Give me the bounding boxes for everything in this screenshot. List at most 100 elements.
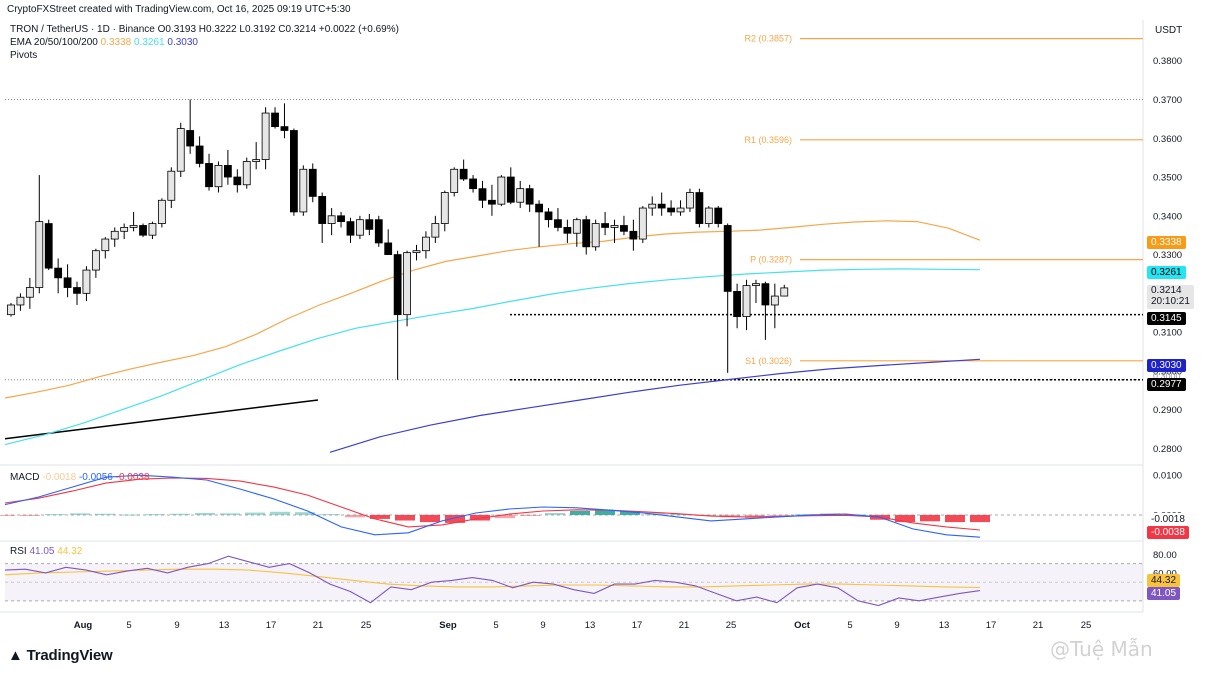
candle-body <box>412 250 421 254</box>
candle-body <box>233 176 242 186</box>
symbol-name[interactable]: TRON / TetherUS · 1D · Binance <box>10 24 155 35</box>
macd-histogram-bar <box>95 513 115 515</box>
macd-histogram-bar <box>770 514 790 517</box>
candle-body <box>110 230 119 240</box>
macd-histogram-bar <box>495 514 515 519</box>
tradingview-logo[interactable]: ▲ TradingView <box>8 647 113 664</box>
ema50-value: 0.3338 <box>100 37 132 48</box>
macd-histogram-bar <box>620 510 640 515</box>
macd-histogram-bar <box>895 514 915 523</box>
candle-body <box>299 168 308 213</box>
ema-label: EMA 20/50/100/200 <box>10 37 98 48</box>
ema-legend[interactable]: EMA 20/50/100/200 0.3338 0.3261 0.3030 <box>10 37 198 48</box>
candle-body <box>54 267 63 279</box>
candle-body <box>16 296 25 306</box>
candle-body <box>620 225 628 232</box>
x-tick-label: 13 <box>219 620 230 631</box>
macd-histogram-bar <box>970 514 990 523</box>
ema200-line <box>329 358 981 453</box>
rsi-legend[interactable]: RSI 41.05 44.32 <box>10 546 82 557</box>
candle-body <box>610 225 619 228</box>
candle-body <box>374 219 383 244</box>
macd-histogram-bar <box>570 510 590 515</box>
macd-histogram-bar <box>145 514 165 516</box>
x-tick-label: 9 <box>894 620 899 631</box>
candle-body <box>516 188 525 203</box>
rsi-line <box>4 555 981 607</box>
last-price-tag: 0.3214 20:10:21 <box>1147 285 1194 309</box>
candle-body <box>346 221 355 236</box>
trendline <box>4 399 319 440</box>
candle-body <box>280 126 289 131</box>
candle-body <box>327 215 336 224</box>
candle-body <box>488 199 496 205</box>
macd-histogram-bar <box>345 514 365 518</box>
macd-histogram-bar <box>70 513 90 515</box>
y-tick-label: 0.2800 <box>1153 444 1182 455</box>
candle-body <box>242 161 251 186</box>
candle-body <box>148 223 157 236</box>
candle-body <box>704 207 713 224</box>
x-tick-label: Oct <box>794 620 811 631</box>
ema100-line <box>4 268 981 446</box>
x-tick-label: 5 <box>493 620 498 631</box>
macd-tick-label: 0.0100 <box>1153 471 1182 482</box>
currency-label[interactable]: USDT <box>1155 25 1183 36</box>
candle-body <box>572 219 581 234</box>
x-tick-label: 13 <box>939 620 950 631</box>
x-tick-label: 21 <box>679 620 690 631</box>
ema50-line <box>4 220 981 399</box>
macd-histogram-bar <box>245 512 265 515</box>
rsi-tag: 41.05 <box>1147 587 1181 600</box>
macd-line-value: -0.0056 <box>78 472 113 483</box>
macd-label: MACD <box>10 472 40 483</box>
candle-body <box>563 227 572 234</box>
x-tick-label: 17 <box>632 620 643 631</box>
pivot-label: R2 (0.3857) <box>744 34 792 44</box>
candle-body <box>186 130 195 147</box>
macd-histogram-bar <box>595 510 615 515</box>
candle-body <box>205 163 213 188</box>
ema50-price-tag: 0.3338 <box>1147 236 1186 249</box>
macd-histogram-bar <box>0 514 15 516</box>
credit-line: CryptoFXStreet created with TradingView.… <box>7 4 351 15</box>
x-tick-label: 13 <box>585 620 596 631</box>
candle-body <box>308 168 317 197</box>
pivot-label: S1 (0.3026) <box>745 356 792 366</box>
candle-body <box>139 225 147 236</box>
tv-logo-text: TradingView <box>26 647 113 664</box>
candle-body <box>157 199 166 224</box>
macd-histogram-bar <box>420 514 440 523</box>
y-tick-label: 0.2900 <box>1153 405 1182 416</box>
candle-body <box>657 203 666 209</box>
candle-body <box>393 254 402 316</box>
candle-body <box>129 225 138 228</box>
rsi-value: 41.05 <box>29 546 55 557</box>
y-tick-label: 0.3800 <box>1153 56 1182 67</box>
macd-hist-tag: -0.0018 <box>1147 513 1189 526</box>
candle-body <box>469 178 477 190</box>
candle-body <box>44 223 53 269</box>
pivot-label: P (0.3287) <box>750 255 792 265</box>
candle-body <box>403 252 411 316</box>
x-tick-label: 5 <box>126 620 131 631</box>
x-tick-label: 17 <box>266 620 277 631</box>
candle-body <box>289 130 298 213</box>
candle-body <box>384 242 393 255</box>
macd-histogram-bar <box>945 514 965 523</box>
macd-line <box>4 474 981 538</box>
pivots-legend[interactable]: Pivots <box>10 50 38 61</box>
support-price-tag: 0.3145 <box>1147 312 1186 325</box>
candle-body <box>422 236 430 252</box>
macd-legend[interactable]: MACD -0.0018 -0.0056 -0.0038 <box>10 472 150 483</box>
y-tick-label: 0.3400 <box>1153 211 1182 222</box>
macd-histogram-bar <box>545 512 565 515</box>
candle-body <box>214 164 223 188</box>
macd-histogram-bar <box>370 514 390 519</box>
candle-body <box>667 207 675 213</box>
x-tick-label: 25 <box>1081 620 1092 631</box>
x-tick-label: 9 <box>540 620 545 631</box>
macd-signal-tag: -0.0038 <box>1147 526 1189 539</box>
candle-body <box>742 285 751 318</box>
